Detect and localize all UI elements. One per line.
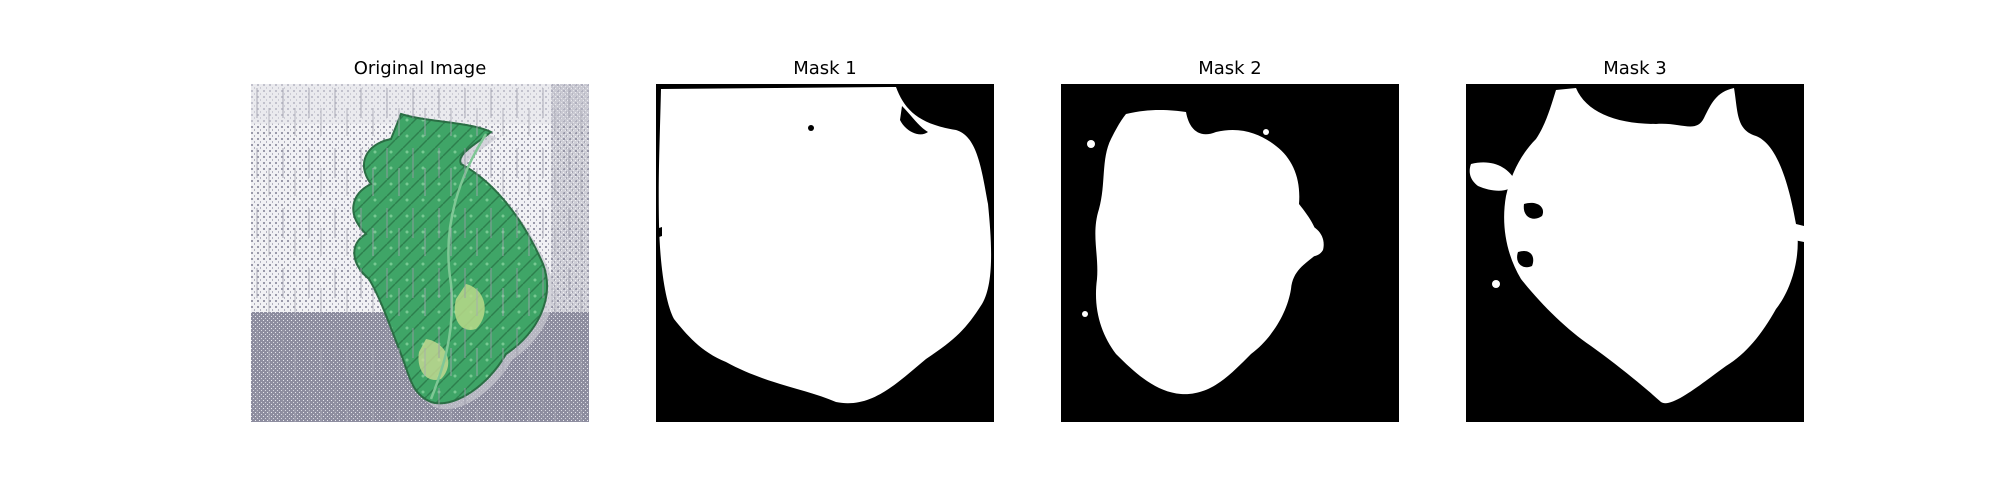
mask-2-speck-2 bbox=[1082, 311, 1088, 317]
panel-title-original-image: Original Image bbox=[353, 58, 487, 79]
mask-3-hole-1 bbox=[1523, 202, 1544, 219]
mask-2-speck-3 bbox=[1263, 129, 1269, 135]
mask-1-image bbox=[656, 84, 994, 422]
mask-3-image bbox=[1466, 84, 1804, 422]
panel-title-mask-2: Mask 2 bbox=[1198, 58, 1262, 79]
mask-3-hole-2 bbox=[1517, 250, 1534, 268]
panel-mask-1: Mask 1 bbox=[656, 0, 994, 500]
panel-mask-3: Mask 3 bbox=[1466, 0, 1804, 500]
mask-3-speck-1 bbox=[1492, 280, 1500, 288]
mask-2-lobe-right bbox=[1297, 223, 1324, 257]
mask-3-blob-left bbox=[1469, 162, 1516, 191]
mask-3-notch-right bbox=[1794, 224, 1804, 242]
mask-1-foreground bbox=[658, 87, 992, 404]
mask-1-notch-2 bbox=[808, 125, 814, 131]
original-image bbox=[251, 84, 589, 422]
mask-3-foreground bbox=[1504, 88, 1798, 404]
mask-1-notch-1 bbox=[900, 106, 928, 135]
panel-title-mask-3: Mask 3 bbox=[1603, 58, 1667, 79]
panel-title-mask-1: Mask 1 bbox=[793, 58, 857, 79]
mask-2-speck-1 bbox=[1087, 140, 1095, 148]
rain-overlay bbox=[251, 84, 589, 422]
panel-original-image: Original Image bbox=[251, 0, 589, 500]
mask-2-image bbox=[1061, 84, 1399, 422]
panel-mask-2: Mask 2 bbox=[1061, 0, 1399, 500]
mask-2-foreground bbox=[1095, 110, 1320, 395]
mask-1-notch-3 bbox=[656, 227, 662, 238]
